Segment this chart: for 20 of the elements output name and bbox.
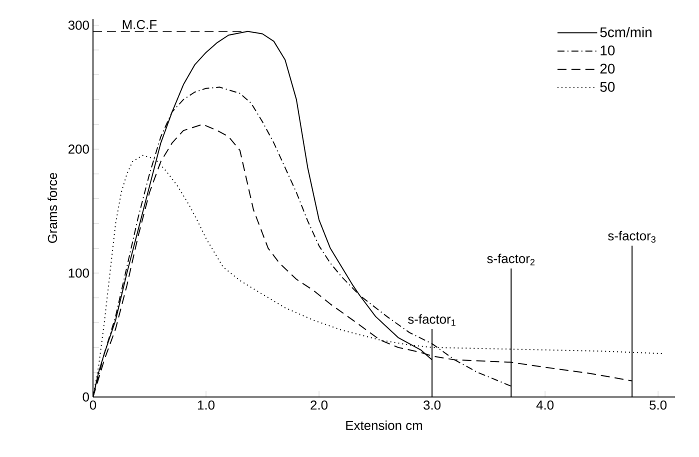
- x-tick-label: 0: [90, 400, 96, 410]
- legend-label: 50: [600, 82, 615, 92]
- y-tick-label: 100: [68, 268, 89, 278]
- ref-line-label: s-factor$_{3}$: [608, 230, 656, 243]
- y-axis-title: Grams force: [48, 172, 58, 243]
- x-tick-label: 4.0: [536, 400, 554, 410]
- x-tick-label: 5.0: [650, 400, 667, 410]
- legend-label: 20: [600, 64, 615, 74]
- y-tick-label: 200: [68, 144, 89, 154]
- x-tick-label: 3.0: [424, 400, 441, 410]
- y-tick-label: 0: [82, 392, 89, 402]
- legend-label: 10: [600, 46, 615, 56]
- ref-line-label: s-factor$_{2}$: [487, 254, 535, 266]
- legend-label: 5cm/min: [600, 26, 652, 38]
- x-axis-title: Extension cm: [346, 420, 422, 430]
- y-tick-label: 300: [68, 20, 89, 30]
- ref-line-label: s-factor$_{1}$: [408, 314, 456, 326]
- x-tick-label: 1.0: [198, 400, 215, 410]
- ref-line-label: M.C.F: [122, 20, 157, 30]
- x-tick-label: 2.0: [310, 400, 328, 410]
